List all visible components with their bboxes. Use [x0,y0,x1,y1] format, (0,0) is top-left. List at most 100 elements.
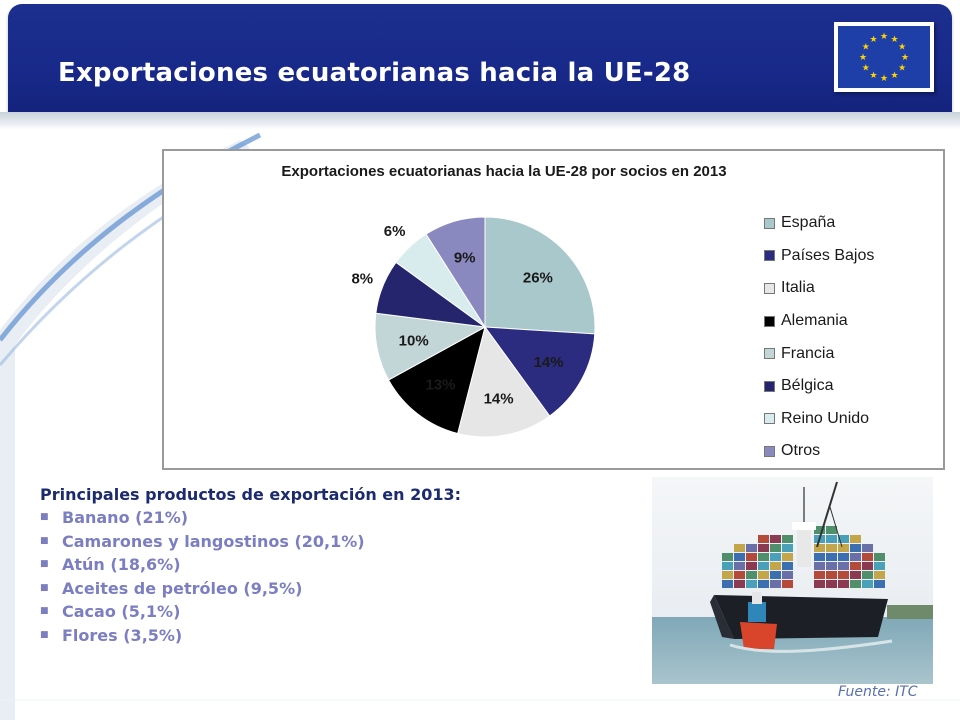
ship-container [758,544,769,552]
ship-container [782,553,793,561]
ship-container [782,580,793,588]
ship-container [746,580,757,588]
eu-star-icon: ★ [898,64,906,74]
eu-star-icon: ★ [890,71,898,81]
pie-slice-label: 10% [399,333,429,350]
legend-swatch [764,217,775,229]
pie-slice [425,216,486,329]
ship-container [734,571,745,579]
legend-swatch [764,445,775,457]
pie-chart-panel: Exportaciones ecuatorianas hacia la UE-2… [162,149,945,470]
ship-container [826,526,837,534]
ship-container [734,544,745,552]
legend-label: Alemania [781,312,848,330]
eu-star-icon: ★ [880,32,888,42]
product-item: ■ Banano (21%) [40,506,461,530]
ship-container [838,562,849,570]
ship-container [770,562,781,570]
source-note: Fuente: ITC [838,684,918,700]
pie-slice-label: 8% [351,270,373,287]
ship-container [814,526,825,534]
products-list: ■ Banano (21%) ■ Camarones y langostinos (2… [40,506,461,647]
product-item: ■ Aceites de petróleo (9,5%) [40,577,461,601]
legend-label: Bélgica [781,377,834,395]
ship-container [770,571,781,579]
legend-swatch [764,282,775,294]
product-label: Banano (21%) [62,508,189,527]
ship-container [814,544,825,552]
ship-container [746,571,757,579]
pie-slice [484,216,596,335]
header-divider [0,112,960,130]
pie-slice [483,326,596,417]
pie-slice-label: 26% [523,269,553,286]
square-bullet-icon: ■ [40,535,49,546]
ship-container [770,580,781,588]
ship-container [758,535,769,543]
legend-swatch [764,348,775,360]
ship-container [758,562,769,570]
chart-title: Exportaciones ecuatorianas hacia la UE-2… [281,163,727,180]
ship-container [838,571,849,579]
legend-item: Francia [764,337,874,370]
ship-container [782,571,793,579]
eu-flag-frame: ★ ★ ★ ★ ★ ★ ★ ★ ★ ★ ★ ★ [834,22,934,92]
ship-container [826,571,837,579]
ship-container [782,544,793,552]
ship-container [722,580,733,588]
legend-swatch [764,250,775,262]
legend-label: España [781,214,836,232]
legend-label: Francia [781,344,835,362]
ship-container [746,562,757,570]
slide-title: Exportaciones ecuatorianas hacia la UE-2… [58,58,691,88]
square-bullet-icon: ■ [40,559,49,569]
slide-header: Exportaciones ecuatorianas hacia la UE-2… [8,4,952,112]
pie-chart: 26% 14% 14% 13% 10% 8% 6% 9% [351,216,596,438]
square-bullet-icon: ■ [40,629,49,640]
ship-container [826,535,837,543]
ship-container [850,571,861,579]
chart-legend: España Países Bajos Italia Alemania Francia B… [764,207,874,468]
ship-container [758,580,769,588]
ship-container [746,544,757,552]
ship-container [770,544,781,552]
ship-container [826,580,837,588]
ship-container [862,553,873,561]
ship-container [770,553,781,561]
eu-star-icon: ★ [862,64,870,74]
ship-container [850,562,861,570]
ship-container [826,544,837,552]
products-title: Principales productos de exportación en … [40,485,462,504]
legend-swatch [764,413,775,425]
ship-container [862,571,873,579]
ship-container [850,580,861,588]
ship-container [814,562,825,570]
ship-container [862,580,873,588]
ship-container [850,544,861,552]
legend-item: Italia [764,272,874,305]
square-bullet-icon: ■ [40,582,49,593]
product-label: Cacao (5,1%) [62,602,181,621]
pie-slice-label: 13% [425,376,455,393]
ship-container [874,553,885,561]
ship-container [722,562,733,570]
product-item: ■ Atún (18,6%) [40,553,461,577]
ship-container [722,553,733,561]
ship-container [838,535,849,543]
ship-container [734,562,745,570]
products-section: Principales productos de exportación en … [40,485,461,647]
ship-container [838,544,849,552]
container-ship-photo [652,477,933,684]
legend-label: Italia [781,279,815,297]
eu-star-icon: ★ [880,74,888,84]
ship-container [874,571,885,579]
legend-item: Países Bajos [764,240,874,273]
ship-container [862,544,873,552]
legend-label: Otros [781,442,821,460]
ship-container [826,562,837,570]
ship-container [758,553,769,561]
ship-container [746,553,757,561]
ship-container [782,535,793,543]
eu-star-icon: ★ [890,35,898,45]
square-bullet-icon: ■ [40,512,49,522]
